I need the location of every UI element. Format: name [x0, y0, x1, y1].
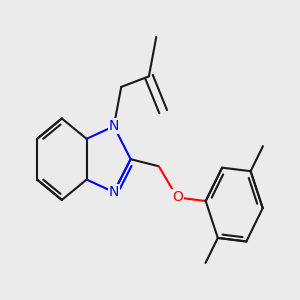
Text: N: N: [109, 119, 119, 133]
Text: O: O: [172, 190, 183, 205]
Text: N: N: [109, 185, 119, 199]
